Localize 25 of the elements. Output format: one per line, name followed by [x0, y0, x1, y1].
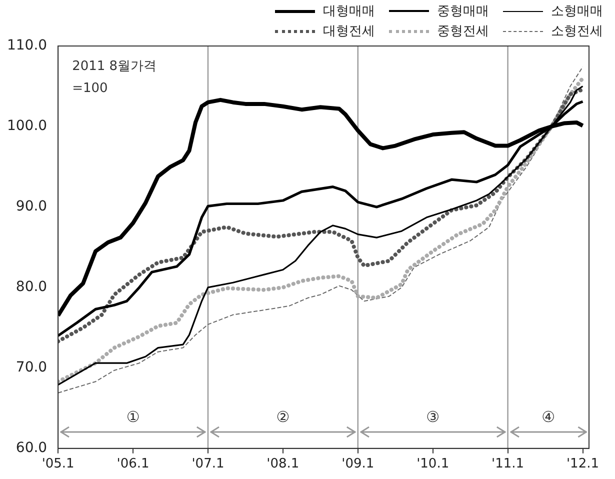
annotation: ②: [276, 408, 290, 426]
legend-label: 중형전세: [437, 23, 489, 40]
x-tick-label: '11.1: [492, 456, 524, 472]
y-tick-label: 70.0: [16, 360, 48, 376]
x-tick-label: '10.1: [416, 456, 450, 472]
x-tick-label: '12.1: [566, 456, 600, 472]
legend-label: 대형매매: [323, 3, 375, 20]
annotation: 2011 8월가격 =100: [72, 58, 157, 96]
y-tick-label: 90.0: [16, 198, 48, 215]
x-tick-label: '07.1: [192, 456, 224, 472]
x-tick-label: '06.1: [116, 456, 150, 472]
legend-label: 대형전세: [323, 23, 375, 40]
legend-label: 소형매매: [551, 3, 603, 20]
annotation: ③: [426, 408, 440, 426]
y-tick-label: 80.0: [16, 279, 48, 296]
y-tick-label: 110.0: [6, 38, 48, 54]
x-tick-label: '08.1: [266, 456, 300, 472]
legend-label: 소형전세: [551, 23, 603, 40]
x-tick-label: '05.1: [42, 456, 74, 472]
annotation: ①: [126, 408, 140, 426]
y-tick-label: 100.0: [6, 118, 48, 134]
x-tick-label: '09.1: [342, 456, 374, 472]
annotation: ④: [542, 408, 556, 426]
legend-label: 중형매매: [437, 3, 489, 20]
y-tick-label: 60.0: [16, 440, 48, 456]
